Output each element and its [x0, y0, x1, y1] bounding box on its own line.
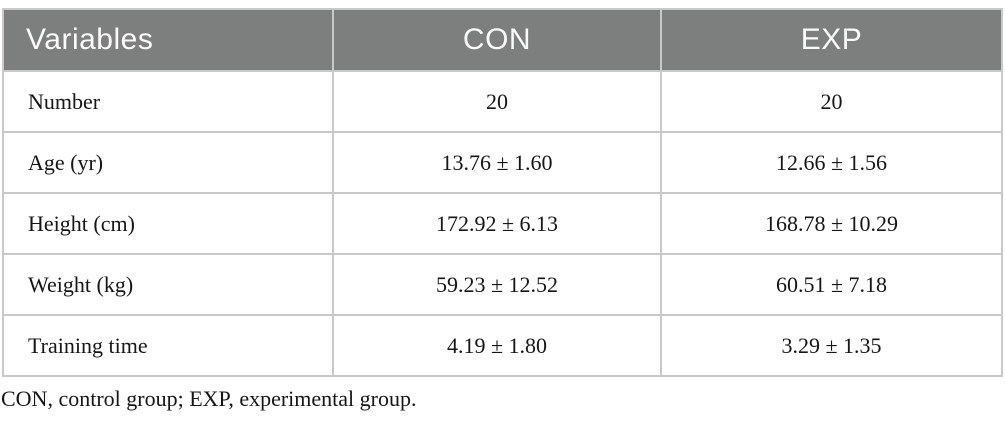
table-row: Age (yr) 13.76 ± 1.60 12.66 ± 1.56 [2, 131, 1003, 194]
con-value: 4.19 ± 1.80 [332, 314, 662, 377]
row-label: Training time [2, 314, 334, 377]
exp-value: 12.66 ± 1.56 [660, 131, 1003, 194]
table-row: Height (cm) 172.92 ± 6.13 168.78 ± 10.29 [2, 192, 1003, 255]
con-value: 172.92 ± 6.13 [332, 192, 662, 255]
row-label: Weight (kg) [2, 253, 334, 316]
table-footnote: CON, control group; EXP, experimental gr… [1, 386, 417, 411]
column-header-con: CON [332, 8, 662, 72]
exp-value: 3.29 ± 1.35 [660, 314, 1003, 377]
exp-value: 60.51 ± 7.18 [660, 253, 1003, 316]
exp-value: 168.78 ± 10.29 [660, 192, 1003, 255]
row-label: Number [2, 70, 334, 133]
participants-table: Variables CON EXP Number 20 20 Age (yr) … [2, 8, 1003, 377]
table-row: Weight (kg) 59.23 ± 12.52 60.51 ± 7.18 [2, 253, 1003, 316]
row-label: Height (cm) [2, 192, 334, 255]
con-value: 59.23 ± 12.52 [332, 253, 662, 316]
table-header-row: Variables CON EXP [2, 8, 1003, 72]
con-value: 13.76 ± 1.60 [332, 131, 662, 194]
row-label: Age (yr) [2, 131, 334, 194]
column-header-variables: Variables [2, 8, 334, 72]
con-value: 20 [332, 70, 662, 133]
table-row: Training time 4.19 ± 1.80 3.29 ± 1.35 [2, 314, 1003, 377]
exp-value: 20 [660, 70, 1003, 133]
table-row: Number 20 20 [2, 70, 1003, 133]
column-header-exp: EXP [660, 8, 1003, 72]
